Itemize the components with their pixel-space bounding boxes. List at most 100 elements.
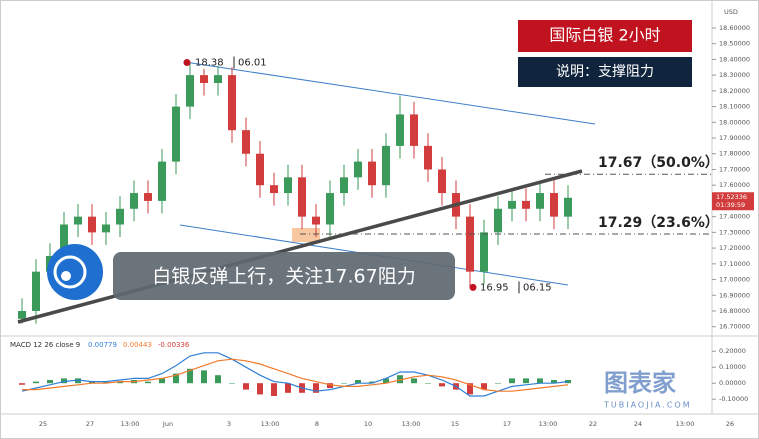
macd-bar xyxy=(369,381,375,384)
macd-bar xyxy=(243,383,249,390)
macd-bar xyxy=(467,383,473,395)
macd-bar xyxy=(439,383,445,387)
x-tick-label: 26 xyxy=(726,420,734,428)
macd-bar xyxy=(159,378,165,384)
macd-y-tick-label: -0.10000 xyxy=(719,395,748,403)
macd-y-tick-label: 0.00000 xyxy=(719,379,746,387)
y-tick-label: 17.70000 xyxy=(719,165,750,173)
macd-bar xyxy=(313,383,319,393)
y-tick-label: 18.10000 xyxy=(719,103,750,111)
candle-body xyxy=(130,193,138,209)
macd-bar xyxy=(173,373,179,384)
level-label: 17.67（50.0%） xyxy=(598,155,719,171)
extreme-value: 18.38 xyxy=(195,58,224,69)
y-tick-label: 17.00000 xyxy=(719,276,750,284)
macd-bar xyxy=(411,378,417,384)
macd-bar xyxy=(145,381,151,384)
macd-bar xyxy=(285,383,291,393)
candle-body xyxy=(410,114,418,146)
candle-body xyxy=(368,161,376,186)
y-tick-label: 17.30000 xyxy=(719,228,750,236)
support-zone xyxy=(292,228,320,242)
signal-line xyxy=(22,358,569,392)
candle-body xyxy=(284,177,292,194)
price-tag-label: 17.52336 xyxy=(716,193,747,201)
candle-body xyxy=(298,177,306,217)
y-tick-label: 17.60000 xyxy=(719,181,750,189)
candle-body xyxy=(32,271,40,311)
x-tick-label: 24 xyxy=(634,420,642,428)
candle-body xyxy=(536,193,544,209)
chart-subtitle: 说明：支撑阻力 xyxy=(556,64,654,80)
macd-bar xyxy=(551,380,557,384)
candle-body xyxy=(172,106,180,162)
x-tick-label: 15 xyxy=(451,420,459,428)
candle-body xyxy=(396,114,404,146)
y-tick-label: 18.60000 xyxy=(719,24,750,32)
candle-body xyxy=(522,200,530,209)
rising-trend-line xyxy=(17,169,583,324)
title-box xyxy=(518,20,692,52)
subtitle-box xyxy=(518,57,692,87)
candle-body xyxy=(214,75,222,83)
candle-body xyxy=(340,177,348,194)
extreme-date: 06.15 xyxy=(523,282,552,293)
y-tick-label: 17.20000 xyxy=(719,244,750,252)
annotation-box xyxy=(113,252,455,300)
macd-bar xyxy=(33,381,39,384)
y-tick-label: 18.40000 xyxy=(719,55,750,63)
candle-body xyxy=(550,193,558,217)
candle-body xyxy=(438,169,446,194)
chart-title: 国际白银 2小时 xyxy=(549,26,660,45)
macd-bar xyxy=(481,383,487,390)
macd-bar xyxy=(117,381,123,384)
macd-bar xyxy=(257,383,263,395)
candle-body xyxy=(354,161,362,178)
candle-body xyxy=(242,130,250,154)
candle-body xyxy=(326,193,334,225)
x-tick-label: Jun xyxy=(162,420,173,428)
price-tag xyxy=(712,192,754,211)
y-tick-label: 17.40000 xyxy=(719,213,750,221)
macd-line xyxy=(21,352,569,397)
candle-body xyxy=(74,216,82,225)
macd-bar xyxy=(383,378,389,384)
y-tick-label: 18.20000 xyxy=(719,87,750,95)
countdown: 01:39:59 xyxy=(716,201,745,209)
macd-bar xyxy=(397,375,403,384)
candle-body xyxy=(256,153,264,186)
annotation: 白银反弹上行，关注17.67阻力 xyxy=(152,266,415,288)
candle-body xyxy=(508,200,516,209)
y-tick-label: 18.30000 xyxy=(719,71,750,79)
y-tick-label: 17.10000 xyxy=(719,260,750,268)
macd-bar xyxy=(229,383,235,384)
macd-bar xyxy=(201,370,207,384)
channel-upper xyxy=(184,61,596,125)
x-tick-label: 27 xyxy=(86,420,94,428)
candle-body xyxy=(480,232,488,272)
macd-bar xyxy=(19,383,25,385)
watermark: 图表家 xyxy=(604,369,676,397)
extreme-date: 06.01 xyxy=(238,58,267,69)
y-tick-label: 17.80000 xyxy=(719,150,750,158)
x-tick-label: 13:00 xyxy=(121,420,140,428)
macd-reading: 0.00443 xyxy=(123,341,152,349)
x-tick-label: 22 xyxy=(589,420,597,428)
candle-body xyxy=(312,216,320,225)
macd-bar xyxy=(327,383,333,388)
watermark-url: TUBIAOJIA.COM xyxy=(603,401,692,410)
candle-body xyxy=(18,310,26,319)
macd-bar xyxy=(103,381,109,384)
x-tick-label: 8 xyxy=(315,420,319,428)
extreme-value: 16.95 xyxy=(480,282,509,293)
candle-body xyxy=(494,208,502,233)
candle-body xyxy=(60,224,68,256)
y-tick-label: 16.90000 xyxy=(719,291,750,299)
x-tick-label: 13:00 xyxy=(676,420,695,428)
candle-body xyxy=(186,75,194,107)
macd-y-tick-label: 0.10000 xyxy=(719,363,746,371)
candle-body xyxy=(466,216,474,272)
logo-icon xyxy=(47,244,103,300)
y-tick-label: 18.50000 xyxy=(719,40,750,48)
